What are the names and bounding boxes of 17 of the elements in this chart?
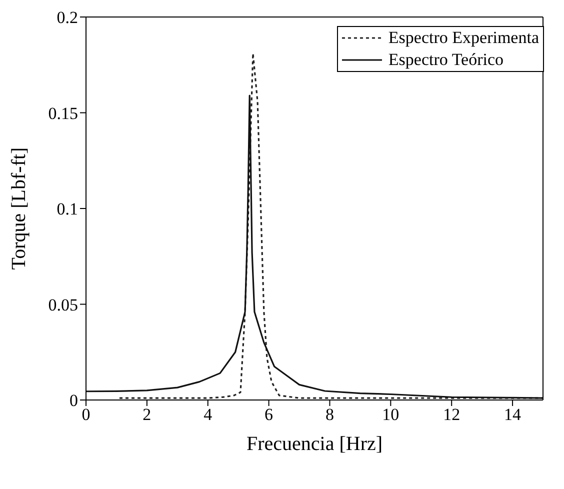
x-axis-title: Frecuencia [Hrz]: [246, 433, 383, 455]
y-tick-label: 0: [70, 391, 78, 410]
x-tick-label: 10: [382, 405, 400, 424]
legend-label: Espectro Experimenta: [388, 27, 539, 49]
y-tick-label: 0.15: [48, 104, 78, 123]
x-tick-label: 6: [264, 405, 274, 424]
x-tick-label: 2: [142, 405, 152, 424]
legend-label: Espectro Teórico: [388, 49, 504, 71]
y-tick-label: 0.2: [56, 8, 78, 28]
x-tick-label: 4: [204, 405, 213, 424]
y-tick-label: 0.1: [56, 200, 78, 219]
x-tick-label: 14: [504, 405, 522, 424]
y-tick-label: 0.05: [48, 295, 78, 314]
x-tick-label: 0: [82, 405, 90, 424]
x-tick-label: 12: [443, 405, 460, 424]
y-axis-title: Torque [Lbf-ft]: [8, 147, 30, 270]
x-tick-label: 8: [325, 405, 334, 424]
